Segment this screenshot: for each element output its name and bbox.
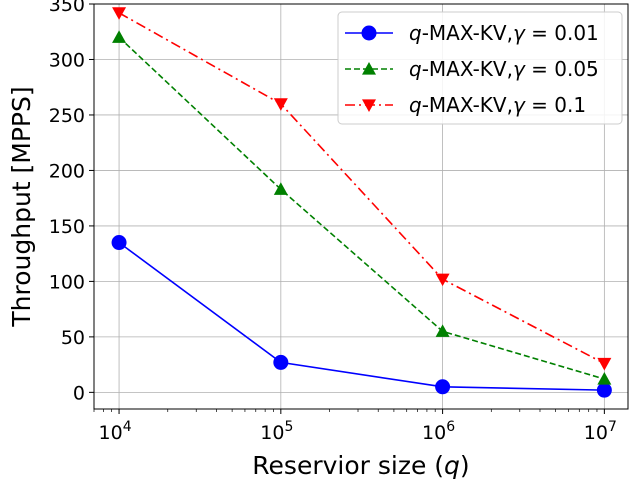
legend-label-text: -MAX-KV, <box>422 21 513 45</box>
legend-label-value: = 0.01 <box>525 21 599 45</box>
x-tick-exponent: 4 <box>123 419 132 435</box>
plot-frame <box>93 3 629 410</box>
x-axis-label: Reservior size (q) <box>252 451 469 480</box>
series-line <box>118 12 605 365</box>
data-point <box>597 372 612 385</box>
legend-label-text: -MAX-KV, <box>422 93 513 117</box>
legend-label: q-MAX-KV,γ = 0.05 <box>409 57 599 81</box>
y-axis: 0 50 100 150 200 250 300 350 <box>49 0 94 404</box>
legend-item-1: q-MAX-KV,γ = 0.05 <box>345 57 599 81</box>
x-tick-exponent: 5 <box>284 419 293 435</box>
legend-label-value: = 0.1 <box>525 93 586 117</box>
legend-label-value: = 0.05 <box>525 57 599 81</box>
y-tick-label: 0 <box>73 382 85 404</box>
legend-box <box>337 11 623 125</box>
y-tick-label: 250 <box>49 105 85 127</box>
x-tick-base: 10 <box>422 422 446 444</box>
legend-item-2: q-MAX-KV,γ = 0.1 <box>345 93 586 117</box>
y-tick-label: 100 <box>49 271 85 293</box>
legend: q-MAX-KV,γ = 0.01q-MAX-KV,γ = 0.05q-MAX-… <box>337 11 623 125</box>
series-line <box>118 241 605 391</box>
legend-marker <box>361 25 377 41</box>
y-tick-label: 150 <box>49 216 85 238</box>
x-axis: 104 105 106 107 <box>93 409 617 444</box>
legend-label-param: γ <box>513 93 526 117</box>
series-2 <box>112 7 612 371</box>
x-tick-label: 105 <box>260 419 293 444</box>
data-point <box>112 30 127 43</box>
legend-label-var: q <box>409 21 422 45</box>
data-point <box>112 7 127 20</box>
legend-label-param: γ <box>513 57 526 81</box>
series-0 <box>111 235 612 398</box>
legend-marker <box>362 99 376 112</box>
legend-marker <box>362 62 376 75</box>
x-tick-label: 104 <box>99 419 132 444</box>
data-point <box>596 382 612 398</box>
legend-label-param: γ <box>513 21 526 45</box>
legend-label: q-MAX-KV,γ = 0.01 <box>409 21 599 45</box>
data-point <box>435 273 450 287</box>
data-point <box>435 324 450 337</box>
legend-label-var: q <box>409 93 422 117</box>
y-tick-label: 50 <box>61 327 85 349</box>
data-point <box>111 235 127 251</box>
x-axis-label-text: Reservior size ( <box>252 451 444 480</box>
legend-label: q-MAX-KV,γ = 0.1 <box>409 93 586 117</box>
x-tick-base: 10 <box>584 422 608 444</box>
data-point <box>273 182 288 195</box>
data-point <box>273 354 289 370</box>
y-tick-label: 200 <box>49 160 85 182</box>
data-point <box>273 98 288 111</box>
y-axis-label: Throughput [MPPS] <box>7 86 36 327</box>
series-1 <box>112 30 612 385</box>
y-tick-label: 350 <box>49 0 85 16</box>
data-point <box>435 379 451 395</box>
x-tick-label: 106 <box>422 419 455 444</box>
x-axis-label-paren: ) <box>460 451 470 480</box>
legend-label-text: -MAX-KV, <box>422 57 513 81</box>
x-tick-label: 107 <box>584 419 617 444</box>
data-point <box>597 357 612 371</box>
legend-item-0: q-MAX-KV,γ = 0.01 <box>345 21 599 45</box>
legend-label-var: q <box>409 57 422 81</box>
series-group <box>111 7 612 398</box>
y-tick-label: 300 <box>49 49 85 71</box>
x-tick-exponent: 6 <box>446 419 455 435</box>
x-tick-base: 10 <box>99 422 123 444</box>
x-tick-base: 10 <box>260 422 284 444</box>
x-tick-exponent: 7 <box>608 419 617 435</box>
x-axis-label-var: q <box>444 451 460 480</box>
series-line <box>118 36 605 380</box>
